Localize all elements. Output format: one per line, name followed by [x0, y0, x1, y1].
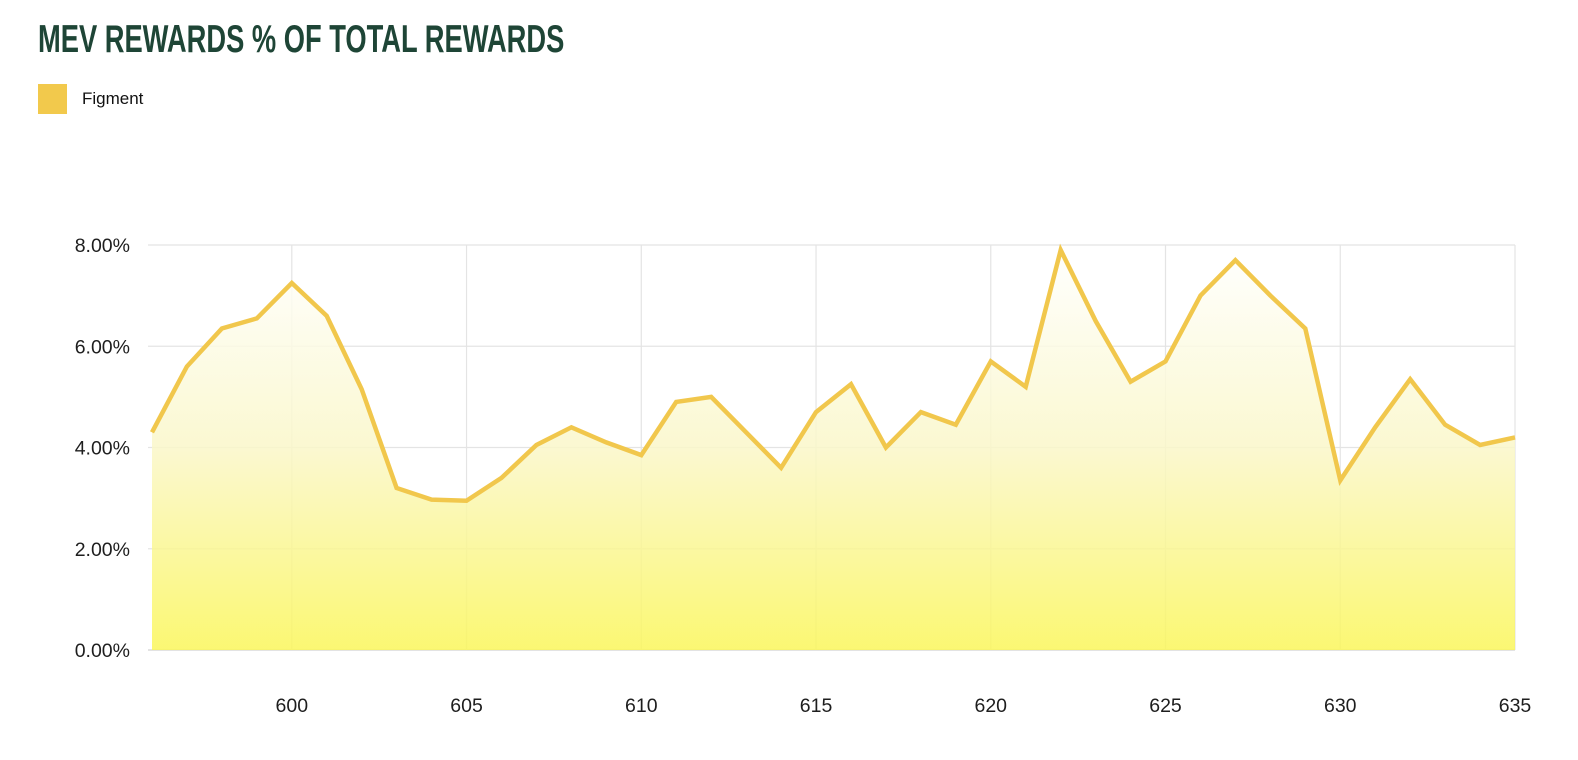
legend-label: Figment: [82, 89, 144, 108]
y-axis-label-0.00%: 0.00%: [75, 640, 130, 662]
x-axis-label-605: 605: [450, 695, 483, 717]
x-axis-label-615: 615: [800, 695, 833, 717]
series-line-figment[interactable]: [150, 243, 1516, 503]
y-axis-label-4.00%: 4.00%: [75, 438, 130, 460]
y-axis-label-6.00%: 6.00%: [75, 336, 130, 358]
x-axis-label-610: 610: [625, 695, 658, 717]
y-axis-label-8.00%: 8.00%: [75, 235, 130, 257]
legend-swatch-icon: [38, 84, 67, 114]
series-area-figment: [152, 250, 1515, 650]
x-axis-label-625: 625: [1149, 695, 1182, 717]
y-axis-label-2.00%: 2.00%: [75, 539, 130, 561]
x-axis-label-600: 600: [276, 695, 309, 717]
x-axis-label-635: 635: [1499, 695, 1532, 717]
chart-title: MEV REWARDS % OF TOTAL REWARDS: [38, 18, 565, 61]
x-axis-label-620: 620: [974, 695, 1007, 717]
legend-item-figment[interactable]: Figment: [38, 84, 143, 114]
x-axis-label-630: 630: [1324, 695, 1357, 717]
